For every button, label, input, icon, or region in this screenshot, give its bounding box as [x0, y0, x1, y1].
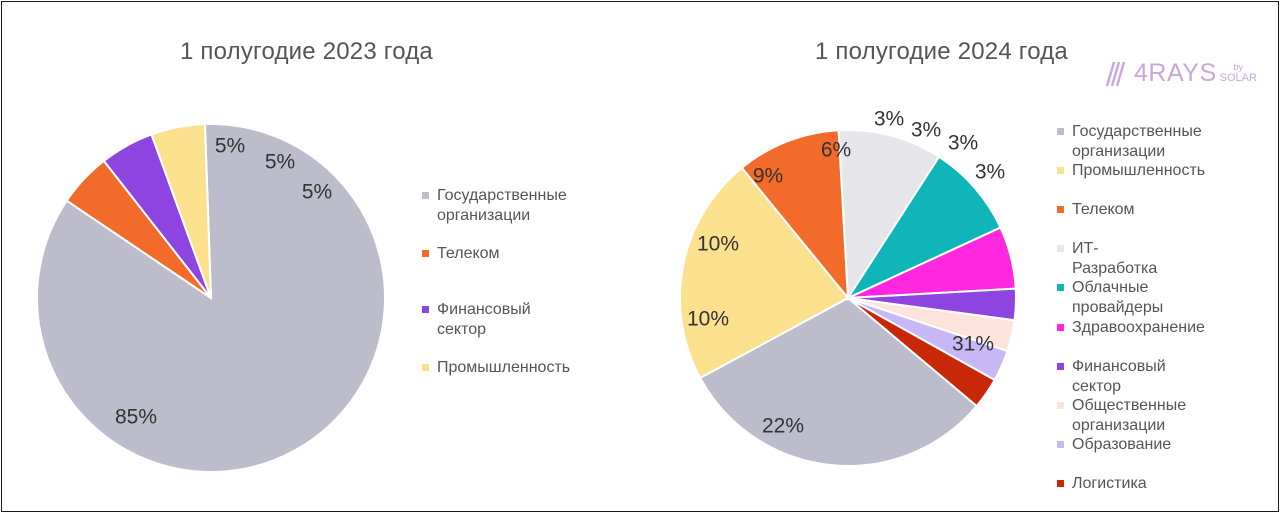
legend-label: Финансовый сектор: [437, 301, 531, 338]
legend-label: Телеком: [1072, 201, 1135, 218]
legend-swatch: [422, 306, 429, 313]
legend-swatch: [1057, 402, 1064, 409]
legend-swatch: [1057, 324, 1064, 331]
chart-title-2024: 1 полугодие 2024 года: [815, 38, 1068, 65]
legend-label: Телеком: [437, 245, 500, 262]
pie-slice-2024-2: [740, 129, 850, 302]
legend-swatch: [1057, 128, 1064, 135]
data-label-2023-0: 85%: [115, 406, 157, 429]
data-label-2024-0: 31%: [952, 333, 994, 356]
legend-label: Промышленность: [1072, 162, 1206, 179]
data-label-2024-6: 3%: [874, 108, 904, 131]
legend-label: Государственные организации: [1072, 123, 1202, 160]
legend-label: Облачные провайдеры: [1072, 279, 1164, 316]
data-label-2023-1: 5%: [215, 135, 245, 158]
legend-item: Общественные организации: [1057, 396, 1186, 436]
data-label-2024-2: 10%: [687, 308, 729, 331]
legend-swatch: [422, 250, 429, 257]
legend-swatch: [1057, 206, 1064, 213]
legend-swatch: [1057, 363, 1064, 370]
legend-item: Государственные организации: [422, 186, 567, 226]
legend-swatch: [1057, 480, 1064, 487]
legend-swatch: [1057, 245, 1064, 252]
legend-item: Промышленность: [422, 358, 570, 378]
legend-item: Здравоохранение: [1057, 318, 1205, 338]
pie-slice-2023-3: [150, 123, 212, 299]
legend-label: Промышленность: [437, 359, 571, 376]
pie-slice-2024-3: [837, 129, 941, 302]
brand-logo: 4RAYS by SOLAR: [1104, 58, 1257, 88]
legend-item: Финансовый сектор: [1057, 357, 1166, 397]
legend-label: Общественные организации: [1072, 397, 1187, 434]
data-label-2024-7: 3%: [911, 119, 941, 142]
logo-brand: SOLAR: [1219, 72, 1257, 84]
pie-slice-2024-9: [847, 297, 997, 408]
legend-label: Финансовый сектор: [1072, 358, 1166, 395]
legend-label: ИТ-Разработка: [1072, 240, 1158, 277]
legend-item: Телеком: [422, 244, 500, 264]
logo-text: 4RAYS: [1134, 59, 1217, 87]
legend-label: Здравоохранение: [1072, 319, 1205, 336]
legend-item: ИТ-Разработка: [1057, 239, 1157, 279]
legend-label: Логистика: [1072, 475, 1147, 492]
data-label-2024-8: 3%: [948, 132, 978, 155]
legend-label: Государственные организации: [437, 187, 567, 224]
pie-chart-2023: 85% 5% 5% 5%: [36, 123, 386, 473]
data-label-2024-3: 10%: [697, 233, 739, 256]
logo-by: by: [1233, 62, 1244, 72]
legend-swatch: [1057, 284, 1064, 291]
rays-logo-icon: [1105, 61, 1126, 87]
data-label-2024-4: 9%: [753, 165, 783, 188]
legend-label: Образование: [1072, 436, 1172, 453]
legend-item: Логистика: [1057, 474, 1147, 494]
data-label-2023-3: 5%: [302, 181, 332, 204]
data-label-2024-9: 3%: [975, 161, 1005, 184]
chart-title-2023: 1 полугодие 2023 года: [180, 38, 433, 65]
legend-item: Образование: [1057, 435, 1171, 455]
legend-swatch: [1057, 167, 1064, 174]
pie-slice-2024-0: [698, 296, 979, 467]
data-label-2024-5: 6%: [821, 139, 851, 162]
legend-item: Облачные провайдеры: [1057, 278, 1163, 318]
legend-item: Государственные организации: [1057, 122, 1202, 162]
legend-item: Финансовый сектор: [422, 300, 531, 340]
legend-swatch: [422, 364, 429, 371]
legend-item: Телеком: [1057, 200, 1135, 220]
pie-slice-2024-1: [679, 166, 850, 380]
legend-swatch: [1057, 441, 1064, 448]
legend-swatch: [422, 192, 429, 199]
legend-item: Промышленность: [1057, 161, 1205, 181]
pie-slice-2024-4: [845, 155, 1002, 301]
data-label-2024-1: 22%: [762, 415, 804, 438]
data-label-2023-2: 5%: [265, 151, 295, 174]
